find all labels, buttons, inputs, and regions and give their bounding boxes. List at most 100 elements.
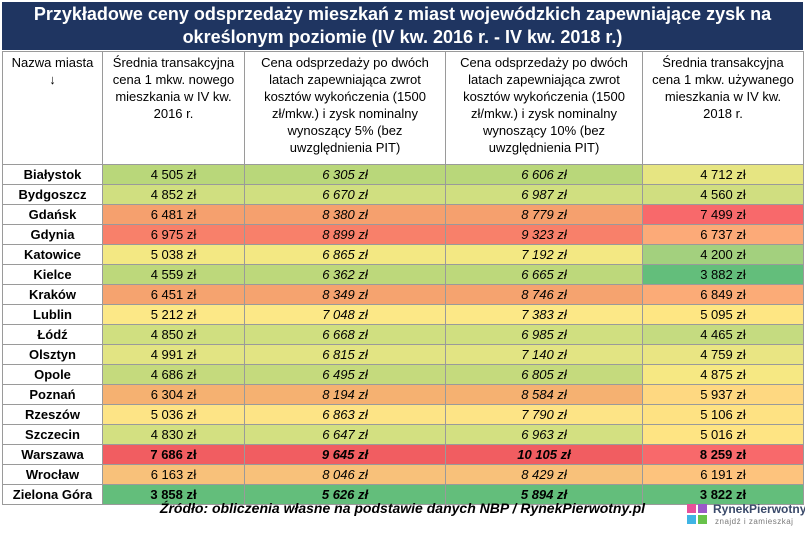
cell-col2: 8 046 zł [244, 464, 446, 485]
cell-col2: 7 048 zł [244, 304, 446, 325]
title-line-2: określonym poziomie (IV kw. 2016 r. - IV… [182, 27, 623, 47]
table-row: Katowice 5 038 zł 6 865 zł 7 192 zł 4 200 zł [2, 244, 804, 265]
cell-col3: 7 383 zł [445, 304, 643, 325]
cell-col4: 4 712 zł [642, 164, 804, 185]
cell-col1: 4 686 zł [102, 364, 245, 385]
cell-city: Poznań [2, 384, 103, 405]
cell-city: Łódź [2, 324, 103, 345]
cell-col4: 8 259 zł [642, 444, 804, 465]
cell-col1: 7 686 zł [102, 444, 245, 465]
table-row: Zielona Góra 3 858 zł 5 626 zł 5 894 zł 3 82… [2, 484, 804, 505]
cell-col1: 6 451 zł [102, 284, 245, 305]
cell-city: Kraków [2, 284, 103, 305]
cell-col3: 6 665 zł [445, 264, 643, 285]
cell-col2: 8 194 zł [244, 384, 446, 405]
logo-tagline: znajdź i zamieszkaj [715, 517, 794, 526]
table-row: Łódź 4 850 zł 6 668 zł 6 985 zł 4 465 zł [2, 324, 804, 345]
cell-col4: 4 200 zł [642, 244, 804, 265]
table-row: Kielce 4 559 zł 6 362 zł 6 665 zł 3 882 zł [2, 264, 804, 285]
cell-col2: 6 362 zł [244, 264, 446, 285]
cell-col3: 6 985 zł [445, 324, 643, 345]
cell-city: Gdynia [2, 224, 103, 245]
cell-col3: 8 429 zł [445, 464, 643, 485]
cell-col1: 3 858 zł [102, 484, 245, 505]
cell-col2: 6 865 zł [244, 244, 446, 265]
cell-col2: 8 349 zł [244, 284, 446, 305]
cell-col1: 6 481 zł [102, 204, 245, 225]
cell-col4: 3 822 zł [642, 484, 804, 505]
cell-col2: 6 815 zł [244, 344, 446, 365]
cell-col2: 6 668 zł [244, 324, 446, 345]
cell-col2: 6 305 zł [244, 164, 446, 185]
table-row: Gdańsk 6 481 zł 8 380 zł 8 779 zł 7 499 zł [2, 204, 804, 225]
cell-city: Zielona Góra [2, 484, 103, 505]
header-col2: Cena odsprzedaży po dwóch latach zapewni… [244, 51, 446, 165]
cell-col4: 5 016 zł [642, 424, 804, 445]
cell-col3: 7 790 zł [445, 404, 643, 425]
table-title: Przykładowe ceny odsprzedaży mieszkań z … [2, 2, 803, 50]
cell-col4: 4 875 zł [642, 364, 804, 385]
cell-col2: 9 645 zł [244, 444, 446, 465]
cell-col3: 10 105 zł [445, 444, 643, 465]
down-arrow-icon: ↓ [49, 72, 56, 87]
header-city: Nazwa miasta ↓ [2, 51, 103, 165]
cell-city: Katowice [2, 244, 103, 265]
cell-city: Kielce [2, 264, 103, 285]
table-row: Warszawa 7 686 zł 9 645 zł 10 105 zł 8 259 z… [2, 444, 804, 465]
cube-logo-icon [687, 504, 707, 524]
cell-col4: 3 882 zł [642, 264, 804, 285]
cell-col4: 6 191 zł [642, 464, 804, 485]
cell-city: Bydgoszcz [2, 184, 103, 205]
cell-col4: 5 095 zł [642, 304, 804, 325]
cell-col2: 8 380 zł [244, 204, 446, 225]
cell-col4: 4 465 zł [642, 324, 804, 345]
cell-col4: 5 937 zł [642, 384, 804, 405]
header-col3: Cena odsprzedaży po dwóch latach zapewni… [445, 51, 643, 165]
cell-col3: 7 192 zł [445, 244, 643, 265]
cell-col3: 7 140 zł [445, 344, 643, 365]
cell-city: Warszawa [2, 444, 103, 465]
cell-col3: 8 779 zł [445, 204, 643, 225]
header-city-label: Nazwa miasta [11, 55, 94, 70]
cell-col3: 6 606 zł [445, 164, 643, 185]
table-row: Poznań 6 304 zł 8 194 zł 8 584 zł 5 937 zł [2, 384, 804, 405]
cell-col2: 5 626 zł [244, 484, 446, 505]
table-row: Białystok 4 505 zł 6 305 zł 6 606 zł 4 712 z… [2, 164, 804, 185]
cell-city: Opole [2, 364, 103, 385]
cell-col3: 9 323 zł [445, 224, 643, 245]
cell-col4: 6 849 zł [642, 284, 804, 305]
cell-col1: 5 038 zł [102, 244, 245, 265]
cell-col1: 6 304 zł [102, 384, 245, 405]
cell-col4: 5 106 zł [642, 404, 804, 425]
cell-col4: 7 499 zł [642, 204, 804, 225]
table-row: Bydgoszcz 4 852 zł 6 670 zł 6 987 zł 4 560 z… [2, 184, 804, 205]
cell-col3: 6 963 zł [445, 424, 643, 445]
cell-col2: 6 647 zł [244, 424, 446, 445]
cell-col3: 8 584 zł [445, 384, 643, 405]
cell-col4: 6 737 zł [642, 224, 804, 245]
cell-city: Szczecin [2, 424, 103, 445]
cell-city: Lublin [2, 304, 103, 325]
cell-col1: 6 163 zł [102, 464, 245, 485]
table-body: Białystok 4 505 zł 6 305 zł 6 606 zł 4 712 z… [2, 164, 804, 505]
cell-city: Gdańsk [2, 204, 103, 225]
cell-col3: 6 987 zł [445, 184, 643, 205]
cell-col3: 5 894 zł [445, 484, 643, 505]
table-row: Gdynia 6 975 zł 8 899 zł 9 323 zł 6 737 zł [2, 224, 804, 245]
table-row: Opole 4 686 zł 6 495 zł 6 805 zł 4 875 zł [2, 364, 804, 385]
cell-col2: 8 899 zł [244, 224, 446, 245]
table-row: Szczecin 4 830 zł 6 647 zł 6 963 zł 5 016 zł [2, 424, 804, 445]
table-row: Kraków 6 451 zł 8 349 zł 8 746 zł 6 849 zł [2, 284, 804, 305]
cell-col4: 4 759 zł [642, 344, 804, 365]
cell-city: Białystok [2, 164, 103, 185]
cell-col3: 6 805 zł [445, 364, 643, 385]
cell-col3: 8 746 zł [445, 284, 643, 305]
header-col4: Średnia transakcyjna cena 1 mkw. używane… [642, 51, 804, 165]
table-row: Wrocław 6 163 zł 8 046 zł 8 429 zł 6 191 zł [2, 464, 804, 485]
title-line-1: Przykładowe ceny odsprzedaży mieszkań z … [33, 4, 772, 24]
price-table: Nazwa miasta ↓ Średnia transakcyjna cena… [2, 51, 804, 505]
brand-logo: RynekPierwotny znajdź i zamieszkaj [685, 500, 805, 530]
cell-col1: 4 559 zł [102, 264, 245, 285]
cell-city: Olsztyn [2, 344, 103, 365]
cell-city: Wrocław [2, 464, 103, 485]
